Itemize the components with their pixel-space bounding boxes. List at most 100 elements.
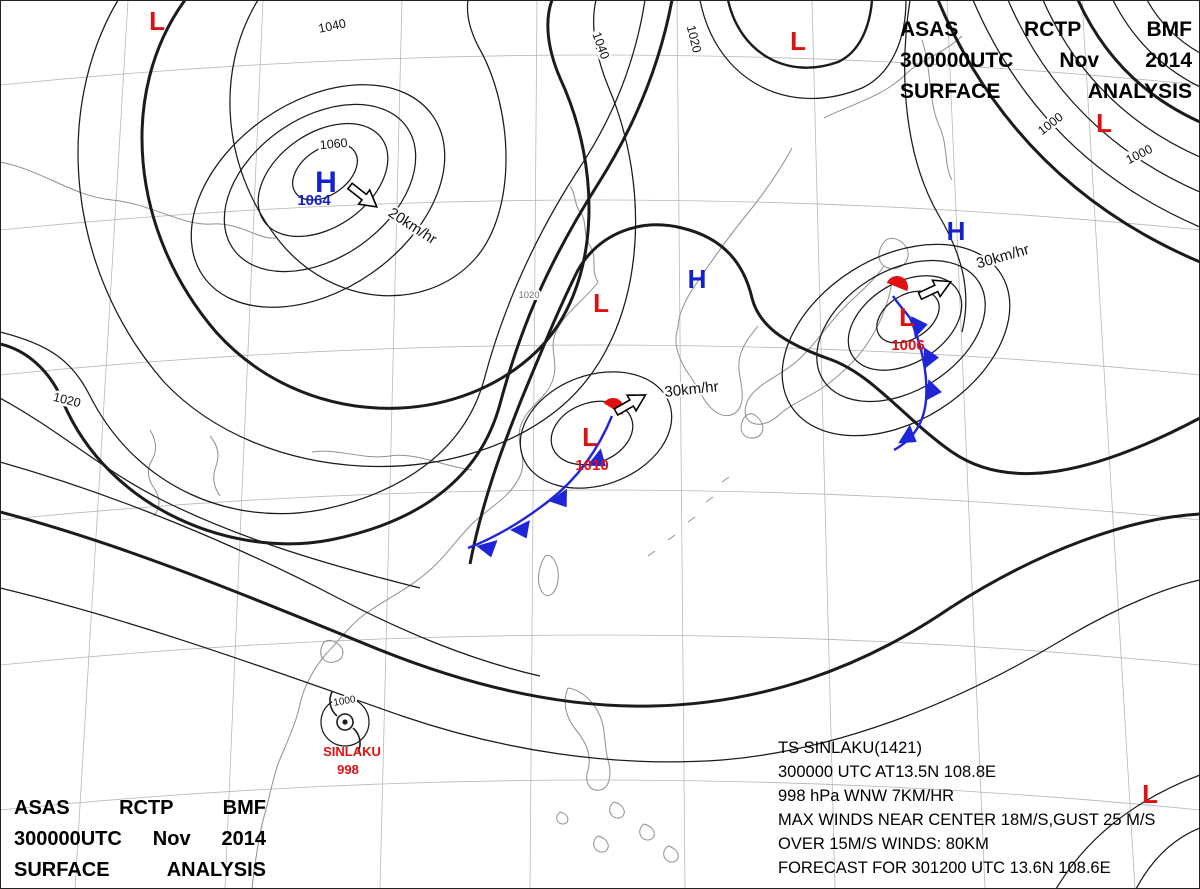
gridline (529, 0, 538, 889)
isobar-label: 1020 (518, 290, 539, 301)
isobar-path (223, 103, 417, 273)
storm-name-label: SINLAKU (323, 744, 381, 759)
gridline (0, 489, 1200, 521)
storm-spiral-arm (352, 727, 361, 753)
title-line-type: SURFACE ANALYSIS (14, 859, 266, 881)
isobar-path (0, 461, 541, 677)
movement-speed-label: 30km/hr (664, 378, 720, 401)
isobar-path (77, 0, 637, 468)
tropical-storm-symbol (329, 691, 361, 753)
gridline (0, 344, 1200, 376)
movement-arrow-icon (346, 182, 379, 208)
isobar-path (726, 0, 874, 69)
coastline-path (148, 429, 160, 517)
cold-front-pip (510, 520, 530, 539)
bulletin-line-name: TS SINLAKU(1421) (778, 739, 922, 757)
cold-front-pip (923, 347, 939, 369)
isobar-path (699, 0, 907, 100)
low-center-symbol: L (1096, 108, 1112, 138)
gridline (0, 54, 1200, 86)
cold-front-pip (476, 539, 498, 558)
isobar-path (292, 143, 358, 201)
storm-eye-circle (336, 713, 354, 731)
isobar-path (140, 0, 591, 410)
isobar-label: 1020 (52, 390, 82, 410)
isobar-path (1055, 774, 1200, 889)
cold-front-pip (925, 379, 942, 401)
low-center-symbol: L (1142, 779, 1158, 809)
isobar-label: 1040 (589, 30, 612, 61)
bulletin-line-forecast: FORECAST FOR 301200 UTC 13.6N 108.6E (778, 859, 1111, 877)
coastline-path (593, 835, 609, 853)
fronts (467, 276, 942, 558)
movement-arrow-icon (613, 394, 647, 417)
movement-speed-label: 30km/hr (974, 241, 1031, 272)
coastline-path (878, 238, 909, 270)
low-center-symbol: L (582, 422, 598, 452)
isobar-path (876, 290, 940, 344)
warm-front-pip (886, 276, 908, 292)
pressure-centers: L L L H 1064 H H L L 1006 L 1010 L SINLA… (149, 6, 1158, 809)
high-center-symbol: H (688, 264, 707, 294)
cold-front-pip (898, 424, 917, 444)
coastline-path (609, 801, 625, 819)
isobar-path (781, 243, 1011, 437)
bulletin-line-radius: OVER 15M/S WINDS: 80KM (778, 835, 989, 853)
isobar-path (1112, 0, 1200, 88)
isobar-path (229, 0, 507, 297)
storm-pressure-label: 998 (337, 762, 359, 777)
low-center-symbol: L (149, 6, 165, 36)
cold-front-line (467, 415, 614, 550)
coastline-path (675, 325, 759, 416)
title-line-datetime: 300000UTC Nov 2014 (900, 49, 1192, 72)
coastline-path (744, 265, 893, 425)
isobar-path (972, 0, 1200, 228)
storm-spiral-arm (329, 691, 338, 717)
gridline (0, 199, 1200, 231)
coastline-path (740, 413, 764, 439)
isobar-label: 1060 (319, 136, 348, 152)
high-center-value: 1064 (297, 192, 331, 209)
isobar-path (257, 122, 389, 238)
gridline (379, 0, 403, 889)
isobar-path (1007, 0, 1200, 193)
coastline-path (823, 35, 963, 119)
isobar-path (0, 579, 1200, 763)
cold-front-line (891, 295, 928, 452)
cold-front-pip (548, 488, 568, 508)
isobar-path (936, 0, 1200, 264)
isobar-path (904, 0, 967, 333)
title-block-top-right: ASAS RCTP BMF 300000UTC Nov 2014 SURFACE… (900, 14, 1192, 107)
coastline-path (556, 811, 569, 825)
isobar-path (816, 259, 986, 403)
cold-front-pip (911, 316, 928, 338)
coastline-path (921, 39, 953, 181)
storm-isobar-ring (320, 697, 370, 747)
coastline-path (663, 845, 679, 863)
gridline (224, 0, 264, 889)
bulletin-line-movement: 998 hPa WNW 7KM/HR (778, 787, 955, 805)
isobar-label: 1040 (317, 16, 347, 35)
isobar-path (1146, 0, 1200, 54)
storm-ring-label: 1000 (333, 694, 357, 709)
coastline-path (251, 281, 599, 889)
coastline-path (564, 687, 611, 791)
title-line-product: ASAS RCTP BMF (900, 18, 1192, 41)
low-center-symbol: L (790, 26, 806, 56)
low-center-symbol: L (593, 288, 609, 318)
coastline-path (537, 554, 559, 596)
coastline-path (639, 823, 655, 841)
cold-front-pip (587, 448, 606, 467)
isobar-path (190, 84, 446, 308)
gridline (0, 779, 1200, 811)
coastline-path (647, 476, 730, 557)
isobar-path (0, 0, 674, 546)
movement-speed-label: 20km/hr (385, 204, 440, 248)
high-center-symbol: H (947, 216, 966, 246)
gridline (946, 0, 986, 889)
isobar-path (0, 0, 646, 515)
